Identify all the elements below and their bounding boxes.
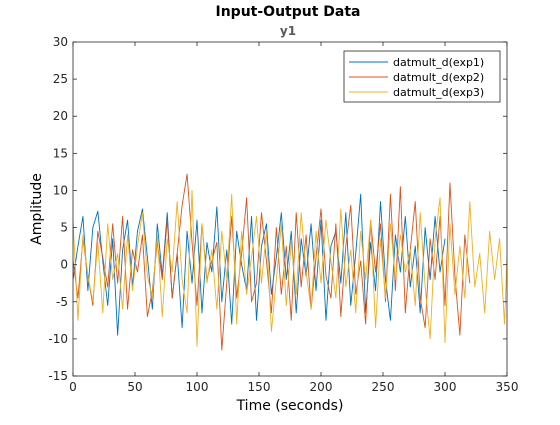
ticks-layer: 0 50 100 150 200 250 300 350 -15 -10 -5 0 5 10 15 20 25 3…	[48, 35, 518, 394]
axes-box	[72, 41, 508, 377]
y-tick-label: -10	[48, 332, 68, 346]
x-tick-label: 0	[69, 380, 77, 394]
y-tick-label: 0	[60, 258, 68, 272]
x-tick-label: 50	[127, 380, 142, 394]
x-axis-label: Time (seconds)	[236, 398, 344, 414]
x-tick-label: 150	[248, 380, 271, 394]
y-tick-label: 20	[53, 109, 68, 123]
series-line-exp2	[73, 173, 471, 351]
legend-label-exp1: datmult_d(exp1)	[393, 56, 484, 69]
legend-label-exp2: datmult_d(exp2)	[393, 71, 484, 84]
legend-label-exp3: datmult_d(exp3)	[393, 86, 484, 99]
chart-subtitle: y1	[280, 24, 296, 38]
y-tick-label: -5	[56, 295, 68, 309]
x-tick-label: 350	[496, 380, 519, 394]
x-tick-label: 100	[186, 380, 209, 394]
y-tick-label: 5	[60, 221, 68, 235]
y-axis-label: Amplitude	[29, 173, 45, 245]
series-line-exp3	[73, 189, 507, 347]
legend-entries: datmult_d(exp1) datmult_d(exp2) datmult_d(…	[349, 56, 484, 99]
y-tick-label: 15	[53, 146, 68, 160]
y-tick-label: 30	[53, 35, 68, 49]
y-tick-label: 10	[53, 183, 68, 197]
x-tick-label: 200	[310, 380, 333, 394]
x-tick-label: 300	[434, 380, 457, 394]
x-tick-label: 250	[372, 380, 395, 394]
series-layer	[73, 173, 507, 351]
y-tick-label: 25	[53, 72, 68, 86]
legend: datmult_d(exp1) datmult_d(exp2) datmult_d(…	[343, 50, 501, 103]
y-tick-label: -15	[48, 369, 68, 383]
chart-title: Input-Output Data	[216, 4, 361, 20]
